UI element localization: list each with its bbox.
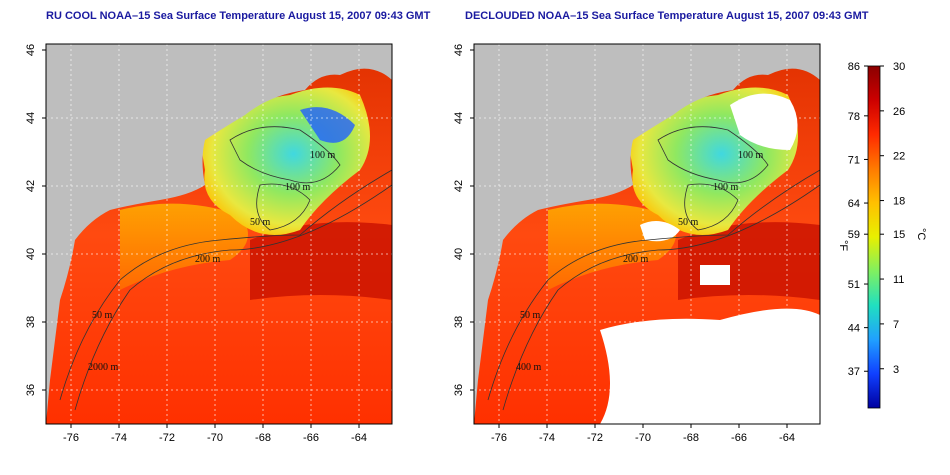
lon-tick-label: -68	[683, 432, 699, 444]
lat-tick-label: 46	[453, 44, 465, 56]
left-map-panel: 100 m 100 m 50 m 200 m 50 m 2000 m	[46, 44, 392, 424]
bathymetry-contours	[487, 126, 820, 411]
fahrenheit-tick-label: 64	[848, 198, 860, 210]
right-map-frame	[473, 43, 821, 425]
contour-label: 200 m	[195, 254, 221, 265]
lon-tick-label: -66	[303, 432, 319, 444]
contour-label: 50 m	[520, 310, 541, 321]
lat-tick-label: 40	[25, 248, 37, 260]
right-map-panel: 100 m 100 m 50 m 200 m 50 m 400 m	[474, 44, 820, 424]
lon-tick-label: -72	[587, 432, 603, 444]
lat-tick-label: 38	[25, 316, 37, 328]
contour-label: 100 m	[310, 150, 336, 161]
right-panel-title: DECLOUDED NOAA–15 Sea Surface Temperatur…	[465, 10, 869, 22]
lon-tick-label: -66	[731, 432, 747, 444]
contour-label: 200 m	[623, 254, 649, 265]
left-panel-title: RU COOL NOAA–15 Sea Surface Temperature …	[46, 10, 431, 22]
fahrenheit-tick-label: 59	[848, 229, 860, 241]
celsius-tick-label: 3	[893, 364, 899, 376]
fahrenheit-tick-label: 71	[848, 154, 860, 166]
land-mass	[474, 44, 820, 424]
lon-tick-label: -64	[351, 432, 367, 444]
lon-tick-label: -74	[539, 432, 555, 444]
lat-tick-label: 44	[453, 112, 465, 124]
lon-tick-label: -70	[207, 432, 223, 444]
left-map-frame	[45, 43, 393, 425]
contour-label: 400 m	[516, 362, 542, 373]
celsius-tick-label: 15	[893, 229, 905, 241]
celsius-unit: °C	[915, 228, 927, 240]
fahrenheit-tick-label: 37	[848, 366, 860, 378]
lat-tick-label: 40	[453, 248, 465, 260]
cloud-mask	[600, 93, 820, 424]
fahrenheit-tick-label: 86	[848, 61, 860, 73]
gulf-stream	[250, 222, 392, 300]
shelf-water	[120, 203, 248, 290]
bathymetry-contours	[59, 126, 392, 411]
contour-label: 50 m	[678, 217, 699, 228]
celsius-tick-label: 18	[893, 196, 905, 208]
lat-tick-label: 44	[25, 112, 37, 124]
lat-tick-label: 38	[453, 316, 465, 328]
colorbar	[867, 65, 881, 409]
lat-tick-label: 36	[25, 384, 37, 396]
cold-patch	[300, 107, 355, 143]
contour-label: 100 m	[285, 182, 311, 193]
contour-label: 100 m	[713, 182, 739, 193]
lat-tick-label: 42	[25, 180, 37, 192]
lat-tick-label: 36	[453, 384, 465, 396]
celsius-tick-label: 11	[893, 274, 904, 286]
contour-label: 50 m	[250, 217, 271, 228]
fahrenheit-unit: °F	[837, 240, 849, 251]
lon-tick-label: -70	[635, 432, 651, 444]
fahrenheit-tick-label: 78	[848, 111, 860, 123]
lat-tick-label: 42	[453, 180, 465, 192]
celsius-tick-label: 30	[893, 61, 905, 73]
lon-tick-label: -64	[779, 432, 795, 444]
celsius-tick-label: 26	[893, 106, 905, 118]
contour-label: 50 m	[92, 310, 113, 321]
contour-label: 100 m	[738, 150, 764, 161]
lon-tick-label: -76	[491, 432, 507, 444]
land-mass	[46, 44, 392, 424]
lon-tick-label: -68	[255, 432, 271, 444]
lon-tick-label: -74	[111, 432, 127, 444]
lon-tick-label: -76	[63, 432, 79, 444]
celsius-tick-label: 22	[893, 151, 905, 163]
lon-tick-label: -72	[159, 432, 175, 444]
fahrenheit-tick-label: 44	[848, 323, 860, 335]
contour-label: 2000 m	[88, 362, 119, 373]
lat-tick-label: 46	[25, 44, 37, 56]
fahrenheit-tick-label: 51	[848, 279, 860, 291]
celsius-tick-label: 7	[893, 319, 899, 331]
